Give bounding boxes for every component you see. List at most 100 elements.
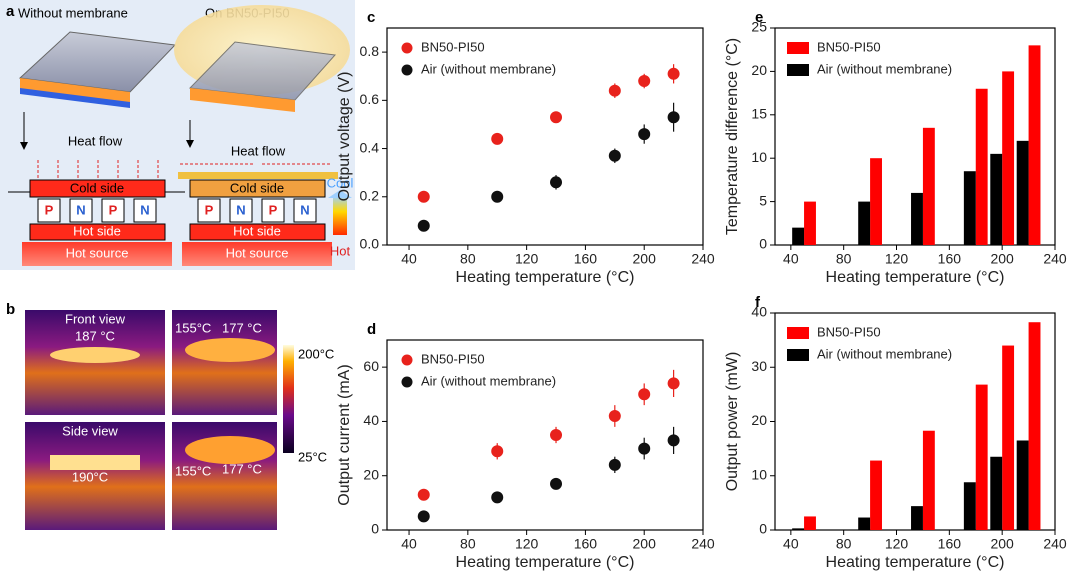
y-tick-label: 0.4 [360,139,380,155]
data-point [417,190,430,203]
legend-marker [401,64,413,76]
plot-frame [386,27,704,246]
hot-side-label: Hot side [233,223,281,238]
bar [1016,140,1029,245]
arrow [20,142,28,150]
te-leg-label: P [269,202,278,217]
legend-label: Air (without membrane) [421,373,556,388]
legend-label: Air (without membrane) [817,346,952,361]
hot-source [182,242,332,266]
y-tick-label: 20 [751,412,767,428]
panel-a: a Without membrane On BN50-PI50 Heat flo… [0,0,355,270]
x-tick-label: 120 [515,251,539,267]
bar [792,227,805,245]
x-tick-label: 80 [460,536,476,552]
y-axis-label: Temperature difference (°C) [724,38,741,235]
data-point [491,491,504,504]
legend-marker [401,42,413,54]
hot-side [189,223,326,241]
te-leg [293,198,317,223]
te-leg-label: N [300,202,309,217]
bar [1028,322,1041,530]
hot-region [185,436,275,464]
bar [858,517,871,530]
legend-swatch [787,64,809,76]
heat-flow-label: Heat flow [231,143,286,158]
y-tick-label: 0.0 [360,236,380,252]
temperature-arrow [333,196,347,235]
data-point [417,510,430,523]
x-tick-label: 240 [691,536,715,552]
data-point [491,445,504,458]
panel-letter: c [367,9,375,26]
y-tick-label: 20 [363,466,379,482]
data-point [491,190,504,203]
bar [804,201,816,245]
bar [1028,45,1041,245]
data-point [417,488,430,501]
data-point [550,429,563,441]
panel-letter: d [367,321,376,338]
bar [1002,345,1015,530]
legend-label: Air (without membrane) [817,61,952,76]
scheme-title: Without membrane [18,5,128,20]
x-axis-label: Heating temperature (°C) [826,269,1005,286]
bar [858,201,871,245]
y-tick-label: 0.8 [360,43,380,59]
membrane-layer [178,172,338,179]
te-leg [101,198,125,223]
x-tick-label: 160 [938,251,962,267]
legend-label: BN50-PI50 [817,39,881,54]
y-tick-label: 60 [363,358,379,374]
hot-label: Hot [330,243,351,258]
legend-swatch [787,349,809,361]
cold-side-label: Cold side [70,180,124,195]
panel-letter: a [6,3,15,20]
module-illustration [190,88,295,112]
te-leg [133,198,157,223]
y-tick-label: 10 [751,466,767,482]
x-tick-label: 200 [990,536,1014,552]
data-point [491,132,504,145]
y-tick-label: 15 [751,106,767,122]
temperature-label: 190°C [72,469,108,484]
legend-label: BN50-PI50 [421,351,485,366]
panel-letter: f [755,294,761,311]
te-leg [261,198,285,223]
x-tick-label: 200 [990,251,1014,267]
legend-label: BN50-PI50 [421,39,485,54]
x-tick-label: 80 [836,251,852,267]
bar [911,506,923,530]
module-illustration [20,78,130,104]
data-point [417,219,430,232]
hot-side-label: Hot side [73,223,121,238]
legend-label: BN50-PI50 [817,324,881,339]
legend-marker [401,376,413,388]
view-caption: Front view [65,311,126,326]
y-tick-label: 0.6 [360,91,380,107]
hot-region [50,347,140,363]
te-leg-label: P [205,202,214,217]
bar [990,153,1003,245]
temperature-label: 155°C [175,463,211,478]
thermal-image [25,422,165,530]
y-axis-label: Output current (mA) [336,364,353,505]
y-tick-label: 40 [751,304,767,320]
legend-marker [401,354,413,366]
y-axis-label: Output power (mW) [724,352,741,492]
bar [922,127,935,245]
cold-side [29,179,166,198]
y-tick-label: 30 [751,358,767,374]
heat-flow-label: Heat flow [68,133,123,148]
data-point [638,75,651,88]
temperature-label: 187 °C [75,328,115,343]
view-caption: Side view [62,423,118,438]
temperature-label: 177 °C [222,320,262,335]
bar [963,482,976,530]
te-leg-label: N [76,202,85,217]
data-point [667,67,680,80]
hot-region [185,338,275,362]
bar [963,171,976,245]
colorbar-min: 25°C [298,449,327,464]
